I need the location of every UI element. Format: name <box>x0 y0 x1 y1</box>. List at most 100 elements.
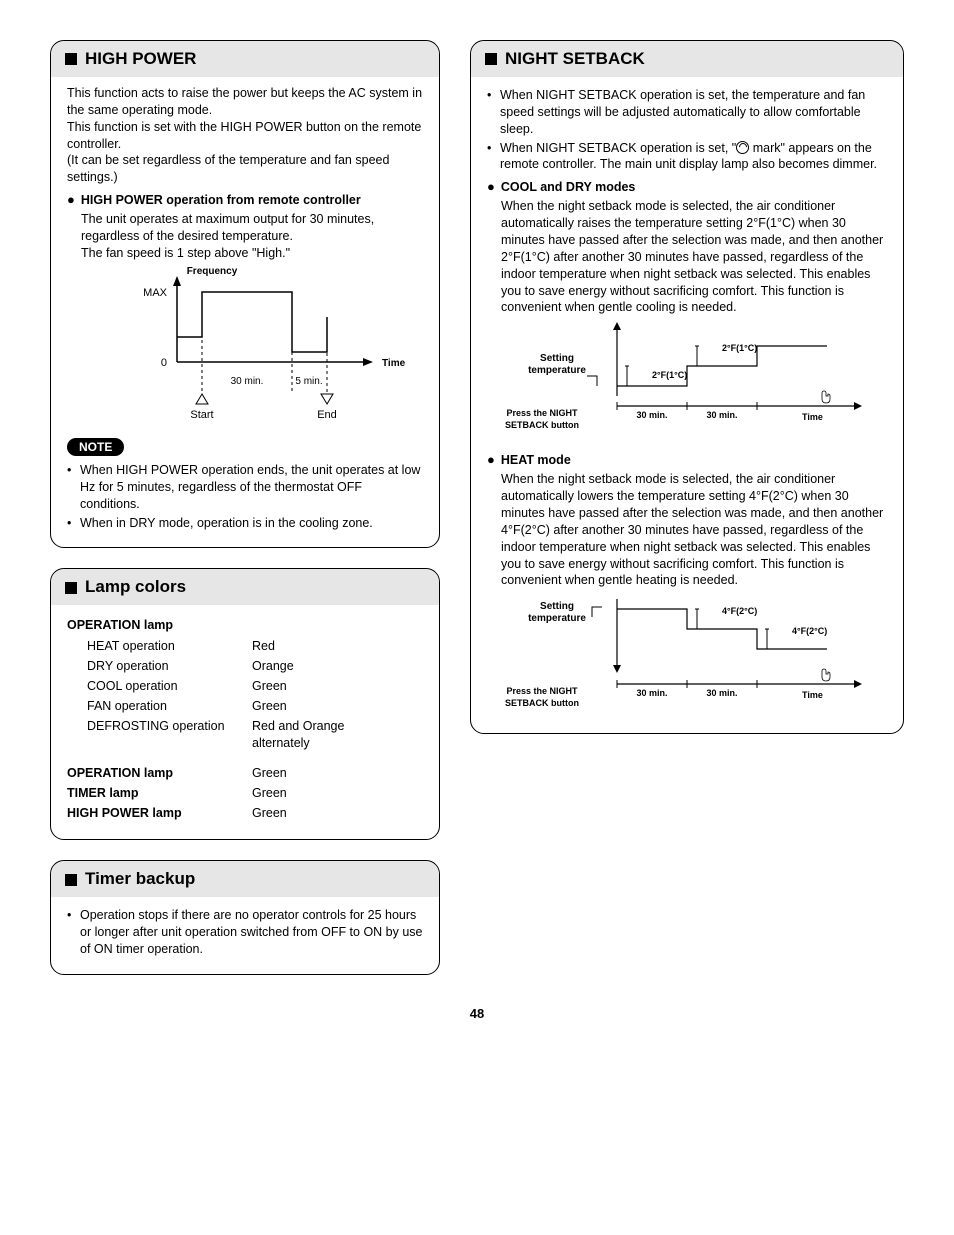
hp-chart: Frequency MAX 0 Time 30 min. <box>67 262 407 432</box>
hp-note2-line: • When in DRY mode, operation is in the … <box>67 515 423 532</box>
square-icon <box>65 582 77 594</box>
lamp-row: FAN operationGreen <box>87 698 423 715</box>
heat-ylab1: Setting <box>540 601 574 612</box>
night-b1: When NIGHT SETBACK operation is set, the… <box>500 87 887 138</box>
lamp-l: COOL operation <box>87 678 252 695</box>
bullet-icon: ● <box>487 453 495 469</box>
lamp-row: OPERATION lampGreen <box>67 765 423 782</box>
chart-zero: 0 <box>161 357 167 369</box>
heat-press2: SETBACK button <box>505 698 579 708</box>
timer-line: • Operation stops if there are no operat… <box>67 907 423 958</box>
cool-press1: Press the NIGHT <box>506 408 578 418</box>
night-b2: When NIGHT SETBACK operation is set, " m… <box>500 140 887 174</box>
chart-freq-label: Frequency <box>187 266 238 277</box>
lamp-r: Green <box>252 765 287 782</box>
hp-sub-title: HIGH POWER operation from remote control… <box>81 192 361 209</box>
high-power-title: HIGH POWER <box>85 48 196 71</box>
timer-text: Operation stops if there are no operator… <box>80 907 423 958</box>
hp-note1: When HIGH POWER operation ends, the unit… <box>80 462 423 513</box>
heat-text: When the night setback mode is selected,… <box>501 471 887 589</box>
cool-title: COOL and DRY modes <box>501 179 636 196</box>
night-b2-line: • When NIGHT SETBACK operation is set, "… <box>487 140 887 174</box>
hp-intro1: This function acts to raise the power bu… <box>67 85 423 119</box>
bullet-icon: ● <box>487 180 495 196</box>
cool-time: Time <box>802 412 823 422</box>
lamp-l: TIMER lamp <box>67 785 252 802</box>
lamp-row: COOL operationGreen <box>87 678 423 695</box>
lamp-header: Lamp colors <box>51 569 439 605</box>
lamp-r: Green <box>252 785 287 802</box>
bullet-icon: ● <box>67 193 75 209</box>
hp-sub-bullet: ● HIGH POWER operation from remote contr… <box>67 192 423 209</box>
op-lamp-title: OPERATION lamp <box>67 617 423 634</box>
lamp-row: DRY operationOrange <box>87 658 423 675</box>
heat-title-line: ● HEAT mode <box>487 452 887 469</box>
high-power-body: This function acts to raise the power bu… <box>51 77 439 531</box>
hp-intro2: This function is set with the HIGH POWER… <box>67 119 423 153</box>
heat-time: Time <box>802 690 823 700</box>
hp-intro3: (It can be set regardless of the tempera… <box>67 152 423 186</box>
chart-time: Time <box>382 358 406 369</box>
heat-chart: Setting temperature 4°F(2°C) 4°F(2°C) <box>487 589 887 719</box>
lamp-l: DRY operation <box>87 658 252 675</box>
lamp-l: HIGH POWER lamp <box>67 805 252 822</box>
chart-max: MAX <box>143 287 168 299</box>
note-badge: NOTE <box>67 438 124 456</box>
cool-t1: 30 min. <box>636 410 667 420</box>
lamp-row: HIGH POWER lampGreen <box>67 805 423 822</box>
cool-ylab1: Setting <box>540 353 574 364</box>
night-panel: NIGHT SETBACK • When NIGHT SETBACK opera… <box>470 40 904 734</box>
timer-body: • Operation stops if there are no operat… <box>51 897 439 958</box>
lamp-r: Green <box>252 805 287 822</box>
lamp-r: Green <box>252 678 287 695</box>
hp-note2: When in DRY mode, operation is in the co… <box>80 515 373 532</box>
bullet-dot: • <box>67 907 75 958</box>
cool-step1: 2°F(1°C) <box>652 370 687 380</box>
left-column: HIGH POWER This function acts to raise t… <box>50 40 440 975</box>
chart-seg1: 30 min. <box>231 376 264 387</box>
heat-t2: 30 min. <box>706 688 737 698</box>
heat-step1: 4°F(2°C) <box>722 606 757 616</box>
lamp-row: HEAT operationRed <box>87 638 423 655</box>
lamp-title: Lamp colors <box>85 576 186 599</box>
cool-text: When the night setback mode is selected,… <box>501 198 887 316</box>
lamp-l: HEAT operation <box>87 638 252 655</box>
hp-sub-line2: The fan speed is 1 step above "High." <box>81 245 423 262</box>
bullet-dot: • <box>487 87 495 138</box>
lamp-r: Green <box>252 698 287 715</box>
square-icon <box>65 874 77 886</box>
night-title: NIGHT SETBACK <box>505 48 645 71</box>
night-body: • When NIGHT SETBACK operation is set, t… <box>471 77 903 719</box>
heat-ylab2: temperature <box>528 613 586 624</box>
heat-title: HEAT mode <box>501 452 571 469</box>
finger-icon <box>822 391 830 403</box>
bullet-dot: • <box>67 515 75 532</box>
night-b2a: When NIGHT SETBACK operation is set, " <box>500 141 736 155</box>
timer-panel: Timer backup • Operation stops if there … <box>50 860 440 975</box>
lamp-r: Red and Orange alternately <box>252 718 392 752</box>
bullet-dot: • <box>487 140 495 174</box>
hp-note1-line: • When HIGH POWER operation ends, the un… <box>67 462 423 513</box>
chart-seg2: 5 min. <box>295 376 322 387</box>
page-number: 48 <box>50 1005 904 1023</box>
page: HIGH POWER This function acts to raise t… <box>50 40 904 975</box>
lamp-r: Red <box>252 638 275 655</box>
bullet-dot: • <box>67 462 75 513</box>
timer-header: Timer backup <box>51 861 439 897</box>
lamp-l: FAN operation <box>87 698 252 715</box>
square-icon <box>485 53 497 65</box>
cool-ylab2: temperature <box>528 365 586 376</box>
night-b1-line: • When NIGHT SETBACK operation is set, t… <box>487 87 887 138</box>
lamp-r: Orange <box>252 658 294 675</box>
lamp-l: OPERATION lamp <box>67 765 252 782</box>
cool-press2: SETBACK button <box>505 420 579 430</box>
finger-icon <box>822 669 830 681</box>
hp-sub-line1: The unit operates at maximum output for … <box>81 211 423 245</box>
heat-t1: 30 min. <box>636 688 667 698</box>
cool-title-line: ● COOL and DRY modes <box>487 179 887 196</box>
lamp-l: DEFROSTING operation <box>87 718 252 752</box>
right-column: NIGHT SETBACK • When NIGHT SETBACK opera… <box>470 40 904 975</box>
cool-step2: 2°F(1°C) <box>722 343 757 353</box>
lamp-body: OPERATION lamp HEAT operationRed DRY ope… <box>51 605 439 822</box>
square-icon <box>65 53 77 65</box>
